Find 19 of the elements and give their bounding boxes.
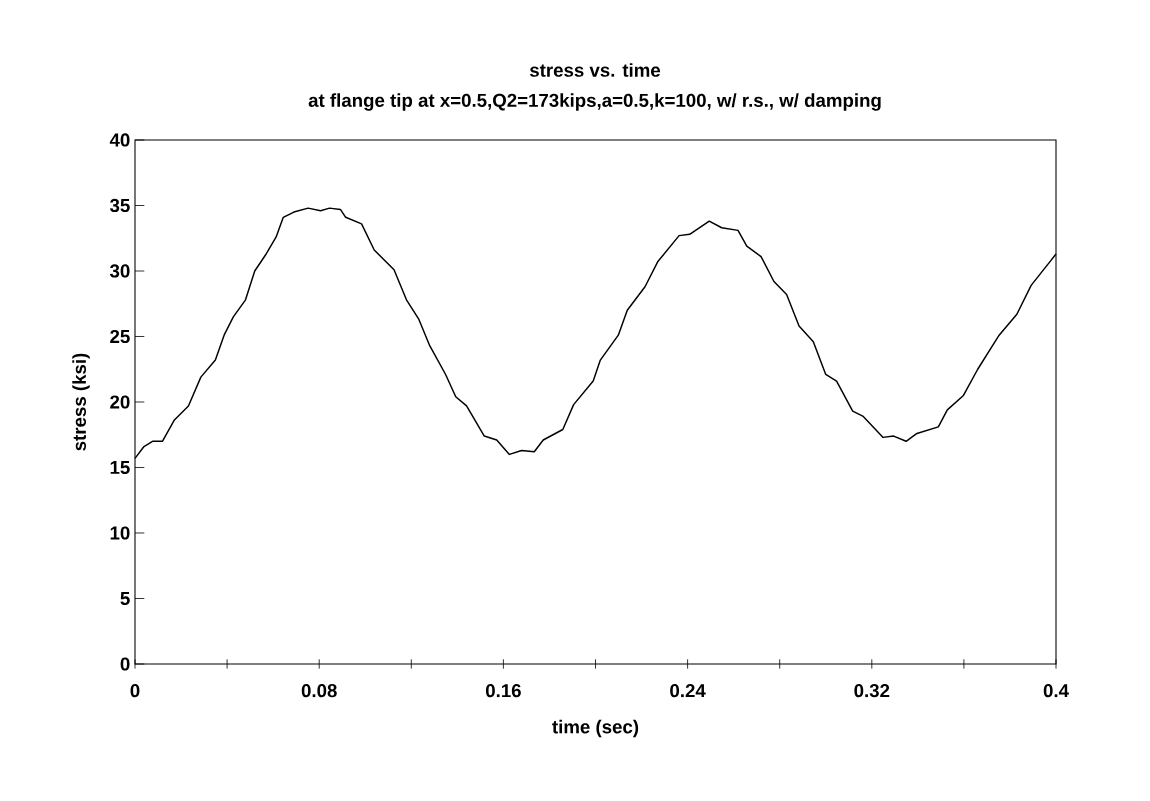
y-axis-title: stress (ksi) (72, 353, 90, 451)
y-tick-label: 20 (110, 395, 130, 409)
y-tick-label: 30 (109, 264, 130, 278)
y-tick-label: 40 (109, 133, 130, 147)
chart-title: stress vs. time (529, 63, 661, 77)
x-tick-label: 0.08 (301, 684, 337, 698)
x-tick-label: 0.24 (670, 684, 706, 698)
y-tick-label: 35 (109, 198, 130, 213)
y-tick-label: 0 (120, 657, 130, 671)
y-tick-label: 5 (120, 591, 130, 606)
x-tick-label: 0 (130, 684, 140, 698)
x-axis-title: time (sec) (552, 719, 639, 738)
x-tick-label: 0.4 (1043, 684, 1069, 698)
y-tick-label: 15 (110, 460, 130, 475)
x-tick-label: 0.16 (485, 684, 521, 698)
chart-subtitle: at flange tip at x=0.5,Q2=173kips,a=0.5,k=100, w/ r.s., w/ damping (308, 93, 881, 111)
y-tick-label: 10 (110, 526, 130, 540)
x-tick-label: 0.32 (854, 684, 890, 698)
y-tick-label: 25 (110, 329, 130, 344)
